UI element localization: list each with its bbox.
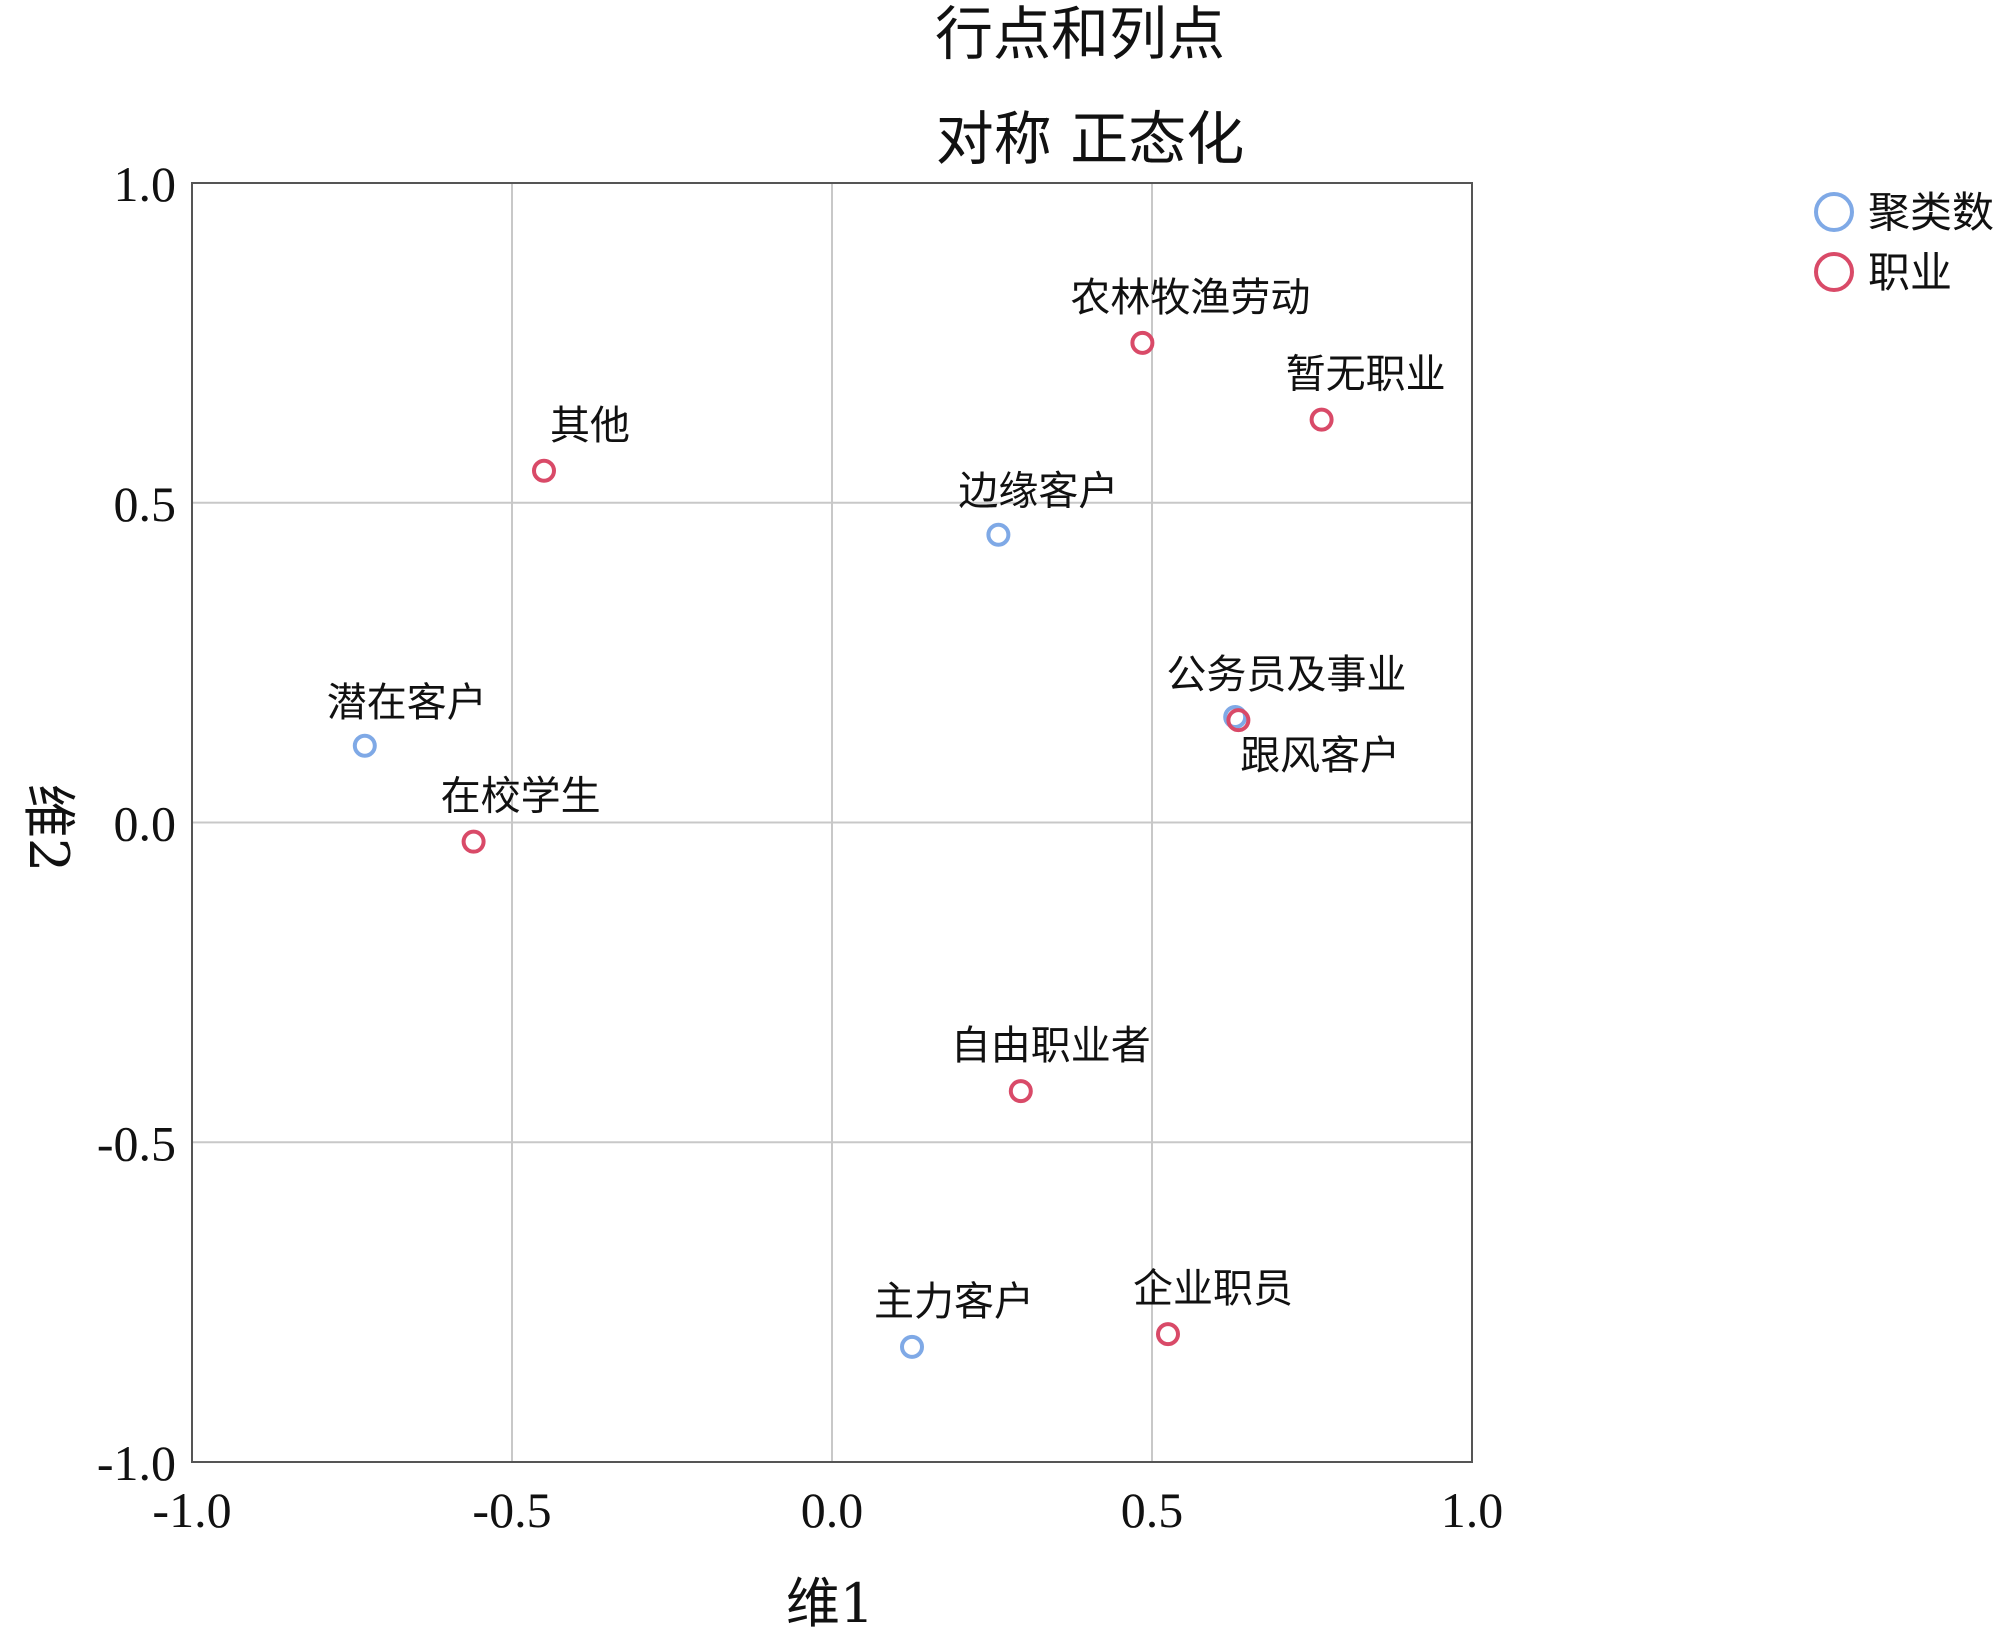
legend-marker [1814, 192, 1854, 232]
x-tick-label: 0.5 [1121, 1482, 1184, 1538]
y-tick-labels: 1.0 0.5 0.0 -0.5 -1.0 [97, 156, 176, 1491]
point-marker [900, 1334, 924, 1359]
point-label: 在校学生 [441, 774, 601, 820]
point-marker [532, 458, 556, 483]
legend-marker [1814, 252, 1854, 292]
plot-frame [191, 182, 1473, 1463]
point-marker [1223, 704, 1248, 729]
x-tick-labels: -1.0 -0.5 0.0 0.5 1.0 [152, 1482, 1503, 1538]
x-tick-label: -1.0 [152, 1482, 231, 1538]
chart-title-line1: 行点和列点 [935, 0, 1225, 68]
point-marker [1226, 708, 1251, 733]
x-tick-label: -0.5 [472, 1482, 551, 1538]
point-marker [986, 522, 1011, 547]
x-tick-label: 1.0 [1441, 1482, 1504, 1538]
point-label: 企业职员 [1133, 1266, 1293, 1312]
y-tick-label: -1.0 [97, 1435, 176, 1491]
point-marker [1156, 1322, 1180, 1347]
point-label: 跟风客户 [1240, 733, 1400, 779]
y-tick-label: -0.5 [97, 1115, 176, 1171]
point-label: 公务员及事业 [1166, 652, 1406, 698]
y-tick-label: 0.5 [114, 476, 177, 532]
y-tick-label: 1.0 [114, 156, 177, 212]
legend-label: 职业 [1868, 248, 1952, 297]
x-tick-label: 0.0 [801, 1482, 864, 1538]
legend-label: 聚类数 [1868, 188, 1994, 237]
point-marker [352, 733, 377, 758]
point-marker [1130, 330, 1155, 355]
point-label: 暂无职业 [1286, 352, 1446, 398]
point-label: 自由职业者 [951, 1023, 1151, 1069]
x-axis-label: 维1 [786, 1572, 874, 1635]
point-marker [1008, 1079, 1033, 1104]
point-marker [461, 829, 486, 854]
point-label: 潜在客户 [327, 680, 487, 726]
y-tick-label: 0.0 [114, 796, 177, 852]
point-label: 主力客户 [874, 1279, 1034, 1325]
point-label: 边缘客户 [958, 469, 1118, 515]
point-marker [1309, 407, 1334, 432]
point-label: 其他 [550, 403, 630, 449]
y-axis-label: 维2 [17, 784, 80, 872]
point-label: 农林牧渔劳动 [1070, 275, 1310, 321]
chart-title-line2: 对称 正态化 [936, 105, 1244, 173]
